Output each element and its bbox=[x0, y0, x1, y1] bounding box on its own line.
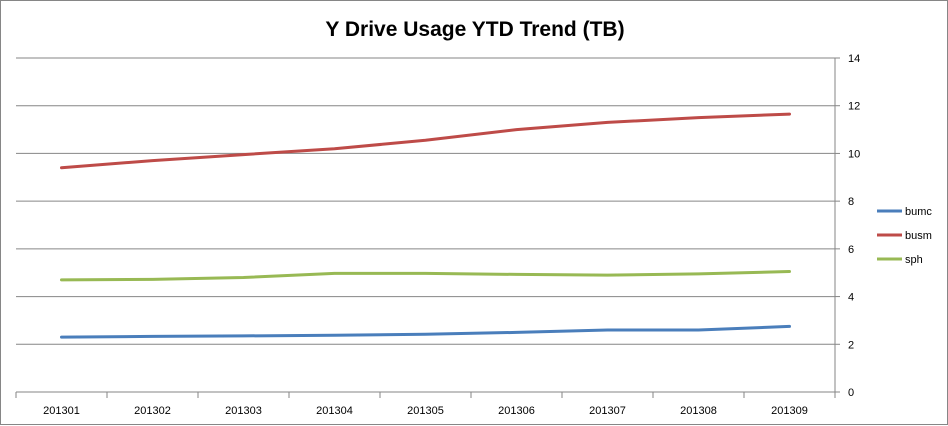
y-tick-label: 4 bbox=[848, 292, 854, 304]
legend: bumc busm sph bbox=[877, 206, 932, 266]
x-tick-label: 201309 bbox=[771, 405, 808, 417]
y-tick-label: 8 bbox=[848, 196, 854, 208]
chart-title: Y Drive Usage YTD Trend (TB) bbox=[325, 18, 624, 41]
x-tick-label: 201301 bbox=[43, 405, 80, 417]
x-tick-label: 201302 bbox=[134, 405, 171, 417]
series-line-sph bbox=[60, 270, 791, 282]
x-tick-label: 201306 bbox=[498, 405, 535, 417]
legend-label-sph: sph bbox=[905, 254, 923, 266]
series-line-busm bbox=[60, 112, 791, 170]
series-line-bumc bbox=[60, 324, 791, 339]
legend-label-busm: busm bbox=[905, 230, 932, 242]
gridlines bbox=[16, 57, 835, 345]
x-tick-label: 201305 bbox=[407, 405, 444, 417]
series-lines bbox=[60, 112, 791, 339]
x-tick-label: 201307 bbox=[589, 405, 626, 417]
x-tick-label: 201304 bbox=[316, 405, 353, 417]
x-tick-label: 201308 bbox=[680, 405, 717, 417]
y-tick-label: 14 bbox=[848, 53, 860, 65]
y-tick-label: 6 bbox=[848, 244, 854, 256]
y-tick-label: 0 bbox=[848, 387, 854, 399]
x-tick-label: 201303 bbox=[225, 405, 262, 417]
y-tick-label: 2 bbox=[848, 339, 854, 351]
axes: 0 2 4 6 8 10 12 14 201301 201302 201303 201304 20130… bbox=[15, 53, 860, 417]
y-tick-label: 12 bbox=[848, 101, 860, 113]
y-tick-label: 10 bbox=[848, 148, 860, 160]
legend-label-bumc: bumc bbox=[905, 206, 932, 218]
